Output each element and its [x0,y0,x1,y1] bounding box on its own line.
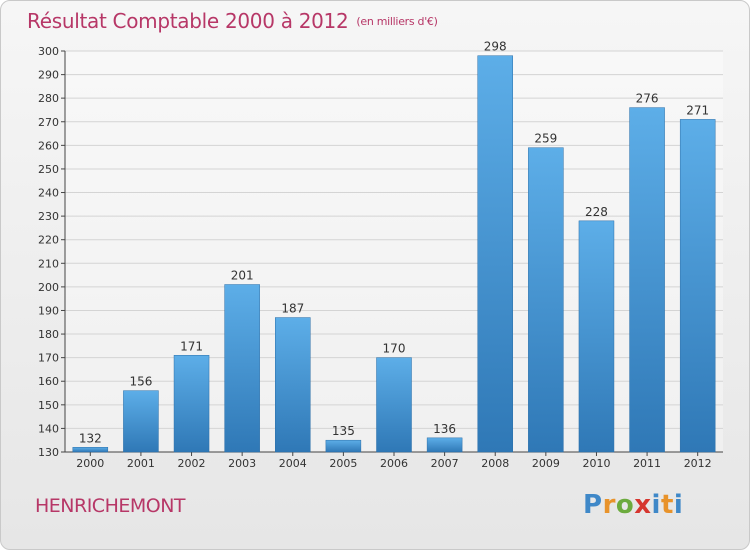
logo-letter: i [673,490,684,520]
y-tick-label: 170 [38,352,59,365]
logo-letter: r [602,490,616,520]
logo-letter: o [615,490,635,520]
data-label: 271 [686,103,709,117]
data-label: 228 [585,205,608,219]
proxiti-logo: Proxiti [583,490,683,520]
y-tick-label: 160 [38,375,59,388]
y-tick-label: 290 [38,69,59,82]
y-tick-label: 220 [38,234,59,247]
place-name: HENRICHEMONT [35,495,186,517]
bar [477,55,513,453]
x-tick-label: 2001 [127,457,155,470]
y-tick-label: 190 [38,304,59,317]
y-tick-label: 250 [38,163,59,176]
bar [325,439,362,453]
bar [528,147,564,453]
bar [224,284,260,453]
x-tick-label: 2007 [431,457,459,470]
data-label: 132 [79,431,102,445]
chart-subtitle: (en milliers d'€) [356,15,438,28]
y-tick-label: 150 [38,399,59,412]
y-tick-label: 240 [38,187,59,200]
data-label: 276 [636,92,659,106]
x-tick-label: 2008 [481,457,509,470]
y-tick-label: 130 [38,446,59,459]
x-tick-label: 2004 [279,457,307,470]
bar [679,119,716,453]
x-tick-label: 2005 [329,457,357,470]
y-tick-label: 210 [38,257,59,270]
y-tick-label: 280 [38,92,59,105]
chart-title: Résultat Comptable 2000 à 2012 (en millie… [27,9,438,33]
logo-letter: t [660,490,674,520]
data-label: 187 [281,302,304,316]
bar [275,317,311,453]
x-tick-label: 2009 [532,457,560,470]
x-tick-label: 2006 [380,457,408,470]
logo-letter: P [583,490,603,520]
bar [426,437,463,453]
x-tick-label: 2003 [228,457,256,470]
bar [123,390,159,453]
y-tick-label: 180 [38,328,59,341]
x-tick-label: 2012 [684,457,712,470]
data-label: 171 [180,339,203,353]
y-tick-label: 270 [38,116,59,129]
bar [72,447,109,453]
chart-title-text: Résultat Comptable 2000 à 2012 [27,9,349,33]
bar [629,107,665,453]
data-label: 201 [231,269,254,283]
x-tick-label: 2002 [178,457,206,470]
bar [376,357,412,453]
x-tick-label: 2010 [582,457,610,470]
y-tick-label: 260 [38,139,59,152]
x-tick-label: 2011 [633,457,661,470]
y-tick-label: 230 [38,210,59,223]
y-tick-label: 300 [38,45,59,58]
y-tick-label: 200 [38,281,59,294]
bar [173,355,210,453]
data-label: 298 [484,40,507,54]
logo-letter: i [651,490,661,520]
bar [578,220,615,453]
data-label: 170 [383,342,406,356]
x-tick-label: 2000 [76,457,104,470]
data-label: 136 [433,422,456,436]
data-label: 156 [129,375,152,389]
logo-letter: x [634,490,652,520]
data-label: 259 [534,132,557,146]
data-label: 135 [332,424,355,438]
y-tick-label: 140 [38,422,59,435]
